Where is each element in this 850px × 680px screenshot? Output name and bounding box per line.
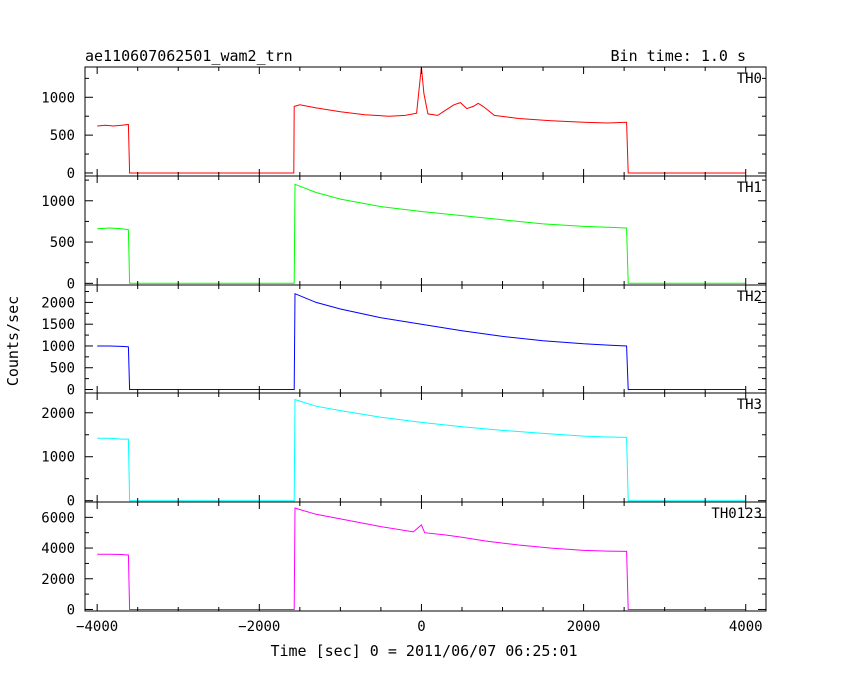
y-tick-label: 1000 [41, 90, 75, 106]
y-tick-label: 500 [50, 361, 75, 377]
y-tick-label: 0 [67, 602, 75, 618]
panel-th3: TH3 0 1000 2000 [41, 392, 767, 510]
series-label: TH3 [737, 397, 762, 413]
panel-frame [84, 392, 767, 503]
panel-frame [84, 175, 767, 286]
y-tick-label: 2000 [41, 572, 75, 588]
series-line-th2 [97, 292, 746, 390]
y-tick-label: 1500 [41, 317, 75, 333]
y-tick-label: 0 [67, 276, 75, 292]
panel-frame [84, 66, 767, 177]
y-tick-label: 2000 [41, 295, 75, 311]
series-label: TH0 [737, 71, 762, 87]
series-line-th0 [97, 66, 746, 174]
y-tick-label: 4000 [41, 541, 75, 557]
x-axis-label: Time [sec] 0 = 2011/06/07 06:25:01 [270, 642, 577, 660]
x-tick-label: −4000 [76, 619, 118, 635]
x-tick-label: 2000 [567, 619, 601, 635]
y-tick-label: 0 [67, 166, 75, 182]
y-tick-label: 500 [50, 128, 75, 144]
series-line-th3 [97, 398, 746, 502]
panel-frame [84, 501, 767, 612]
series-line-th0123 [97, 507, 746, 610]
series-label: TH2 [737, 289, 762, 305]
series-label: TH1 [737, 180, 762, 196]
panel-th1: TH1 0 500 1000 [41, 175, 767, 292]
y-tick-label: 1000 [41, 194, 75, 210]
y-tick-label: 6000 [41, 510, 75, 526]
y-tick-label: 1000 [41, 339, 75, 355]
panel-th2: TH2 0 500 1000 1500 2000 [41, 284, 767, 399]
y-tick-label: 500 [50, 235, 75, 251]
y-tick-label: 0 [67, 494, 75, 510]
x-tick-label: 0 [417, 619, 425, 635]
chart-title: ae110607062501_wam2_trn [85, 47, 293, 65]
y-tick-label: 0 [67, 383, 75, 399]
panel-th0: TH0 0 500 1000 [41, 66, 767, 182]
x-tick-label: 4000 [729, 619, 763, 635]
bin-time-label: Bin time: 1.0 s [611, 47, 746, 65]
series-label: TH0123 [711, 506, 762, 522]
series-line-th1 [97, 183, 746, 284]
y-tick-label: 2000 [41, 406, 75, 422]
y-axis-label: Counts/sec [4, 296, 22, 386]
y-tick-label: 1000 [41, 450, 75, 466]
panel-frame [84, 284, 767, 394]
panel-th0123: TH0123 0 2000 4000 6000 [41, 501, 767, 618]
panels-group: TH0 0 500 1000 TH1 0 500 1000 TH2 0 500 1000 1500 200… [41, 66, 767, 635]
x-tick-label: −2000 [238, 619, 280, 635]
